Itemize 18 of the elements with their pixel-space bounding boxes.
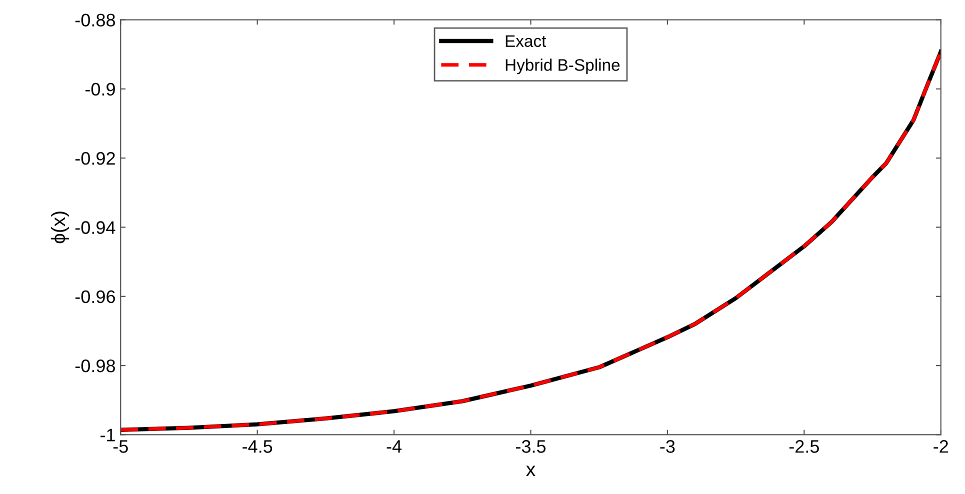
x-tick-label: -2 (934, 440, 948, 453)
x-tick-label: -4.5 (242, 440, 272, 453)
legend-label: Exact (506, 35, 546, 47)
x-tick-label: -4 (386, 440, 402, 453)
y-tick-label: -0.92 (75, 152, 115, 165)
x-tick-label: -3.5 (516, 440, 546, 453)
x-tick-label: -3 (660, 440, 675, 453)
y-tick-label: -0.98 (75, 359, 115, 372)
y-tick-label: -0.88 (75, 14, 115, 26)
x-tick-label: -2.5 (789, 440, 819, 453)
y-tick-label: -0.94 (75, 221, 116, 234)
y-tick-label: -1 (100, 428, 115, 442)
legend-label: Hybrid B-Spline (506, 58, 620, 74)
y-axis-title: ϕ(x) (50, 212, 70, 244)
y-tick-label: -0.96 (75, 290, 115, 304)
x-tick-label: -5 (113, 440, 128, 453)
y-tick-label: -0.9 (85, 82, 115, 96)
x-axis-title: x (526, 466, 536, 476)
